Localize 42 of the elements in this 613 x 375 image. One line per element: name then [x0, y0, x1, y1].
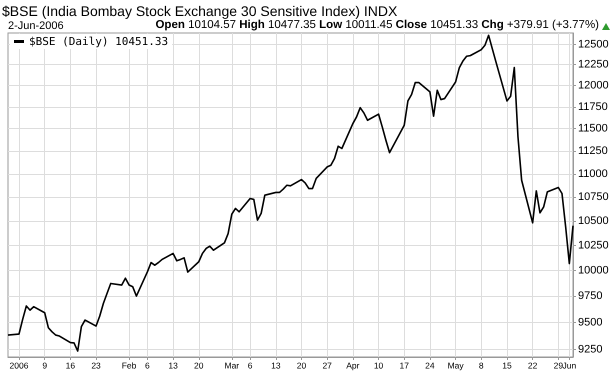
- y-tick-label: 12000: [578, 80, 609, 92]
- y-tick-label: 11250: [578, 145, 608, 158]
- x-tick-label: 13: [271, 360, 281, 370]
- x-tick-label: Feb: [122, 360, 137, 370]
- y-tick-label: 9750: [578, 290, 602, 302]
- y-tick-label: 9250: [578, 343, 602, 356]
- y-tick-label: 10750: [578, 191, 609, 204]
- x-tick-label: 20: [194, 360, 204, 370]
- x-tick-label: Apr: [346, 360, 360, 370]
- x-tick-label: 24: [425, 360, 435, 370]
- x-tick-label: Mar: [224, 360, 240, 370]
- x-tick-label: 22: [528, 360, 538, 370]
- x-tick-label: 10: [374, 360, 384, 370]
- x-tick-label: 29: [554, 360, 564, 370]
- y-tick-label: 11500: [578, 122, 608, 135]
- x-tick-label: 15: [502, 360, 512, 370]
- x-tick-label: Jun: [562, 360, 576, 370]
- x-tick-label: 13: [168, 360, 178, 370]
- x-tick-label: 2006: [10, 360, 29, 370]
- y-tick-label: 11000: [578, 168, 608, 180]
- x-tick-label: 9: [42, 360, 48, 370]
- x-tick-label: 20: [296, 360, 306, 370]
- x-tick-label: May: [448, 360, 464, 370]
- y-tick-label: 11750: [578, 100, 608, 113]
- x-tick-label: 6: [145, 360, 150, 370]
- y-tick-label: 9500: [578, 316, 602, 328]
- y-tick-label: 12500: [578, 38, 609, 50]
- x-tick-label: 23: [91, 360, 102, 370]
- x-tick-label: 16: [66, 360, 76, 370]
- legend-label: $BSE (Daily) 10451.33: [29, 35, 168, 48]
- x-tick-label: 6: [248, 360, 253, 370]
- chart-subtitle: 2-Jun-2006: [8, 20, 64, 32]
- y-tick-label: 12250: [578, 58, 609, 71]
- x-tick-label: 8: [478, 360, 484, 370]
- y-tick-label: 10500: [578, 214, 609, 227]
- y-tick-label: 10000: [578, 264, 609, 276]
- text: Open 10104.57 High 10477.35 Low 10011.45 Close 10451.33 Chg +379.91 (+3.77%): [155, 19, 599, 31]
- y-tick-label: 10250: [578, 239, 609, 252]
- x-tick-label: 17: [400, 360, 410, 370]
- x-tick-label: 27: [322, 360, 332, 370]
- line-series: [7, 34, 574, 352]
- chart-title: $BSE (India Bombay Stock Exchange 30 Sensitive Index) INDX: [2, 3, 398, 19]
